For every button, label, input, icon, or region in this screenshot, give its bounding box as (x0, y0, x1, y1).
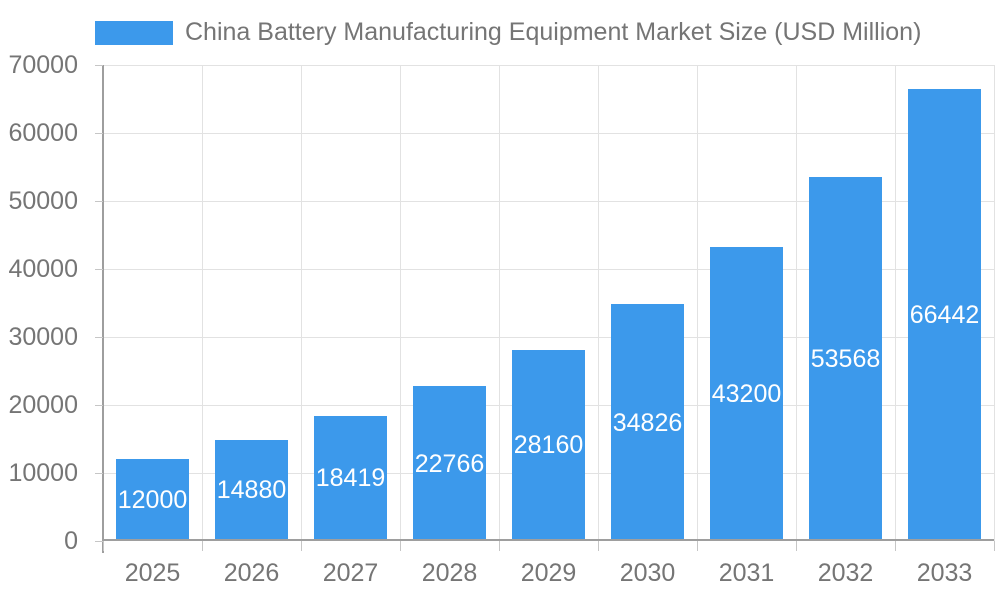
bar (809, 176, 882, 541)
y-axis-tick (95, 200, 103, 202)
y-axis-line (102, 65, 104, 553)
bar (611, 304, 684, 541)
v-gridline (201, 65, 203, 541)
h-gridline (103, 268, 994, 270)
bar (908, 89, 981, 541)
y-axis-tick (95, 64, 103, 66)
bar (314, 415, 387, 541)
bar-value-label: 53568 (810, 344, 881, 373)
v-gridline (993, 65, 995, 541)
legend[interactable]: China Battery Manufacturing Equipment Ma… (95, 18, 922, 47)
h-gridline (103, 132, 994, 134)
x-axis-tick (894, 541, 896, 551)
y-axis-tick (95, 540, 103, 542)
y-axis-tick (95, 132, 103, 134)
x-axis-tick (498, 541, 500, 551)
x-axis-tick (102, 541, 104, 551)
bar (710, 247, 783, 541)
bar (512, 349, 585, 541)
y-axis-tick (95, 404, 103, 406)
v-gridline (795, 65, 797, 541)
bar (116, 459, 189, 541)
x-axis-tick (201, 541, 203, 551)
x-axis-tick (300, 541, 302, 551)
x-axis-tick (696, 541, 698, 551)
y-tick-label: 70000 (8, 51, 78, 79)
x-tick-label: 2027 (322, 559, 379, 587)
bar-value-label: 66442 (909, 301, 980, 330)
legend-label: China Battery Manufacturing Equipment Ma… (185, 18, 922, 46)
v-gridline (300, 65, 302, 541)
bar-value-label: 43200 (711, 380, 782, 409)
h-gridline (103, 336, 994, 338)
bar-value-label: 34826 (612, 408, 683, 437)
bar-value-label: 22766 (414, 449, 485, 478)
v-gridline (498, 65, 500, 541)
x-tick-label: 2032 (817, 559, 874, 587)
h-gridline (103, 64, 994, 66)
v-gridline (597, 65, 599, 541)
y-tick-label: 50000 (8, 187, 78, 215)
x-axis-tick (597, 541, 599, 551)
bar-value-label: 12000 (117, 486, 188, 515)
x-tick-label: 2033 (916, 559, 973, 587)
bar-value-label: 14880 (216, 476, 287, 505)
v-gridline (399, 65, 401, 541)
x-axis-line (103, 539, 994, 541)
bar (215, 439, 288, 541)
x-tick-label: 2031 (718, 559, 775, 587)
y-tick-label: 60000 (8, 119, 78, 147)
x-tick-label: 2030 (619, 559, 676, 587)
y-tick-label: 10000 (8, 459, 78, 487)
x-axis-tick (795, 541, 797, 551)
y-tick-label: 20000 (8, 391, 78, 419)
v-gridline (894, 65, 896, 541)
bar (413, 386, 486, 541)
x-axis-tick (399, 541, 401, 551)
bar-value-label: 28160 (513, 431, 584, 460)
plot-area: 12000 14880 18419 22766 28160 34826 43200 53568… (8, 52, 995, 587)
v-gridline (696, 65, 698, 541)
y-axis-tick (95, 268, 103, 270)
x-axis-tick (993, 541, 995, 551)
x-tick-label: 2029 (520, 559, 577, 587)
x-tick-label: 2028 (421, 559, 478, 587)
x-tick-label: 2026 (223, 559, 280, 587)
legend-swatch-icon (95, 20, 173, 45)
h-gridline (103, 200, 994, 202)
y-tick-label: 30000 (8, 323, 78, 351)
bar-value-label: 18419 (315, 464, 386, 493)
y-tick-label: 0 (64, 527, 78, 555)
y-tick-label: 40000 (8, 255, 78, 283)
y-axis-tick (95, 472, 103, 474)
y-axis-tick (95, 336, 103, 338)
x-tick-label: 2025 (124, 559, 181, 587)
